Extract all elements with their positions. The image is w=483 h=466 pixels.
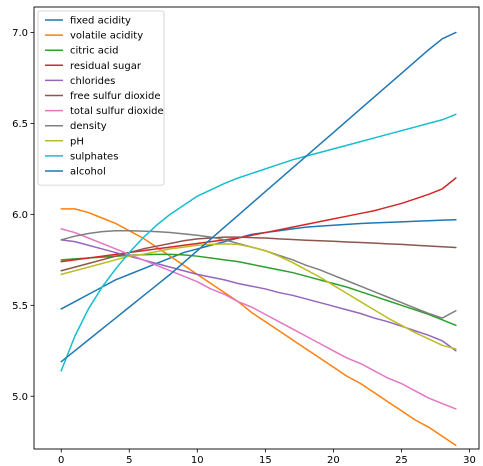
y-tick-label: 6.0 xyxy=(12,210,28,221)
legend-label-2: citric acid xyxy=(70,46,119,57)
legend-label-1: volatile acidity xyxy=(70,31,143,42)
x-tick-label: 10 xyxy=(191,455,204,466)
y-tick-label: 7.0 xyxy=(12,28,28,39)
x-tick-label: 0 xyxy=(58,455,64,466)
series-line-8 xyxy=(60,243,457,350)
series-layer xyxy=(60,31,457,447)
x-tick-label: 5 xyxy=(126,455,132,466)
plot-frame xyxy=(33,6,480,450)
series-line-1 xyxy=(60,208,457,447)
ticks-layer: 0 5 10 15 20 25 30 5.0 5.5 6.0 6.5 7.0 xyxy=(12,28,476,466)
legend-label-4: chlorides xyxy=(70,76,115,87)
legend-label-9: sulphates xyxy=(70,151,118,162)
series-line-10 xyxy=(60,31,457,363)
series-line-9 xyxy=(60,113,457,372)
series-line-6 xyxy=(60,228,457,410)
legend-label-7: density xyxy=(70,121,107,132)
x-tick-label: 25 xyxy=(395,455,408,466)
legend-label-3: residual sugar xyxy=(70,61,142,72)
x-tick-label: 15 xyxy=(259,455,272,466)
legend-label-5: free sulfur dioxide xyxy=(70,91,161,102)
y-tick-label: 5.0 xyxy=(12,392,28,403)
legend: fixed acidity volatile acidity citric acid… xyxy=(37,10,165,186)
legend-label-10: alcohol xyxy=(70,167,106,178)
legend-box xyxy=(37,10,165,186)
legend-label-8: pH xyxy=(70,136,84,147)
legend-label-0: fixed acidity xyxy=(70,16,131,27)
x-tick-label: 30 xyxy=(463,455,476,466)
y-tick-label: 5.5 xyxy=(12,301,28,312)
y-tick-label: 6.5 xyxy=(12,119,28,130)
legend-label-6: total sulfur dioxide xyxy=(70,106,164,117)
x-tick-label: 20 xyxy=(327,455,340,466)
